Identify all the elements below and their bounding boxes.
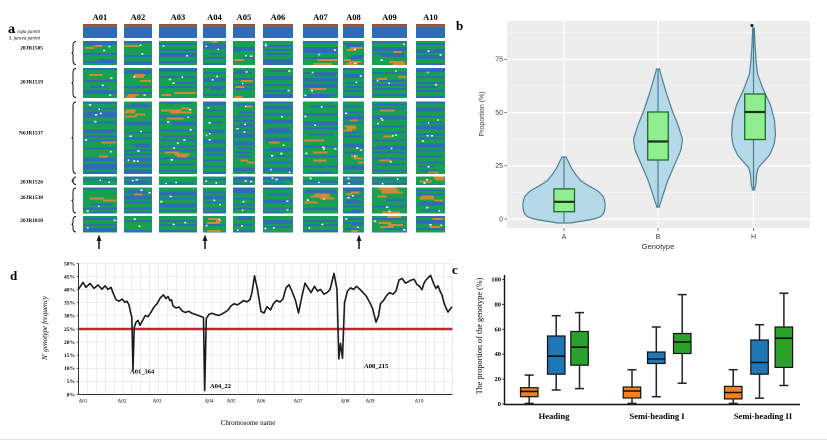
svg-text:A: A	[562, 234, 567, 241]
svg-text:25%: 25%	[64, 327, 75, 333]
svg-text:20JR1530: 20JR1530	[20, 195, 43, 201]
svg-text:5%: 5%	[67, 379, 75, 385]
svg-text:A07: A07	[294, 399, 303, 405]
svg-text:Semi-heading I: Semi-heading I	[629, 411, 685, 421]
svg-text:A01: A01	[93, 12, 108, 22]
svg-text:A10: A10	[415, 399, 424, 405]
svg-text:Chromosome name: Chromosome name	[221, 419, 276, 427]
svg-text:40%: 40%	[64, 288, 75, 294]
svg-text:Proportion (%): Proportion (%)	[479, 91, 486, 136]
svg-text:50%: 50%	[64, 261, 75, 267]
svg-text:A04: A04	[205, 399, 214, 405]
svg-text:b: b	[456, 18, 463, 33]
svg-text:A01_364: A01_364	[130, 369, 155, 376]
svg-text:40: 40	[495, 351, 502, 358]
svg-text:A05: A05	[227, 399, 236, 405]
svg-text:A02: A02	[131, 12, 146, 22]
svg-text:A06: A06	[271, 12, 286, 22]
svg-text:A02: A02	[118, 399, 127, 405]
svg-text:H: H	[751, 234, 756, 241]
svg-text:10%: 10%	[64, 366, 75, 372]
svg-text:A08_215: A08_215	[364, 363, 389, 370]
svg-text:A09: A09	[366, 399, 375, 405]
svg-text:20JR1526: 20JR1526	[20, 180, 43, 186]
svg-text:A05: A05	[237, 12, 252, 22]
svg-text:75: 75	[495, 57, 503, 64]
svg-text:0: 0	[499, 216, 503, 223]
svg-text:A04: A04	[207, 12, 222, 22]
svg-text:A04_22: A04_22	[210, 383, 231, 390]
svg-text:A03: A03	[171, 12, 186, 22]
svg-text:c: c	[452, 262, 458, 277]
svg-text:20: 20	[495, 376, 502, 383]
svg-text:60: 60	[495, 326, 502, 333]
svg-text:20JR1810: 20JR1810	[20, 218, 43, 224]
svg-text:A06: A06	[257, 399, 266, 405]
svg-text:35%: 35%	[64, 301, 75, 307]
svg-text:Genotype: Genotype	[642, 242, 675, 251]
svg-text:50: 50	[495, 110, 503, 117]
svg-text:0: 0	[498, 401, 501, 408]
svg-text:A10: A10	[423, 12, 438, 22]
svg-text:N6JR1537: N6JR1537	[19, 131, 43, 137]
svg-text:N′ genotype frequency: N′ genotype frequency	[41, 295, 49, 361]
svg-text:20%: 20%	[64, 340, 75, 346]
svg-text:d: d	[10, 268, 18, 283]
svg-text:80: 80	[495, 301, 502, 308]
svg-text:S. rapa parent: S. rapa parent	[13, 30, 41, 35]
svg-text:100: 100	[491, 277, 501, 284]
svg-text:A03: A03	[153, 399, 162, 405]
svg-text:45%: 45%	[64, 274, 75, 280]
svg-text:A08: A08	[341, 399, 350, 405]
svg-text:a: a	[8, 22, 15, 37]
svg-text:20JR1505: 20JR1505	[20, 46, 43, 52]
svg-text:B: B	[656, 234, 661, 241]
svg-text:0%: 0%	[67, 392, 75, 398]
svg-text:A07: A07	[313, 12, 328, 22]
svg-text:The proportion of the genotype: The proportion of the genotype (%)	[475, 277, 484, 394]
svg-text:A08: A08	[346, 12, 361, 22]
svg-text:Semi-heading II: Semi-heading II	[734, 411, 793, 421]
svg-text:15%: 15%	[64, 353, 75, 359]
svg-text:Heading: Heading	[539, 411, 570, 421]
svg-text:25: 25	[495, 163, 503, 170]
svg-text:A09: A09	[382, 12, 397, 22]
svg-text:30%: 30%	[64, 314, 75, 320]
svg-text:A01: A01	[79, 399, 88, 405]
svg-text:20JR1519: 20JR1519	[20, 80, 43, 86]
svg-text:S. juncea parent: S. juncea parent	[9, 37, 41, 42]
